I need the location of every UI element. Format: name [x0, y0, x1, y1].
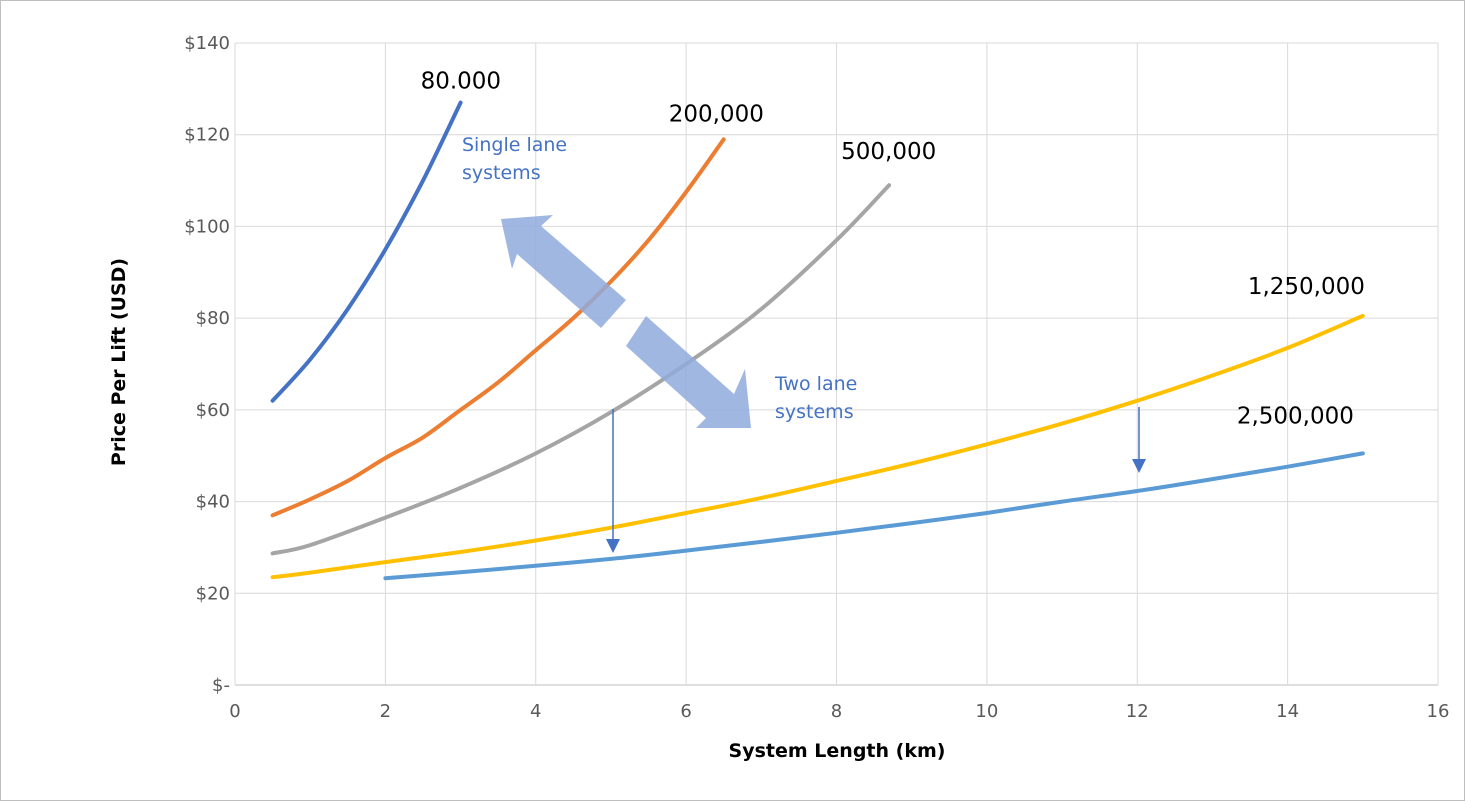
- x-tick-label: 16: [1427, 701, 1450, 722]
- y-axis-ticks: $- $20 $40 $60 $80 $100 $120 $140: [184, 33, 230, 696]
- series-label-3: 500,000: [841, 139, 936, 165]
- y-tick-label: $20: [196, 583, 230, 604]
- y-tick-label: $100: [184, 216, 230, 237]
- annotation-single-lane-line-2: systems: [462, 162, 541, 184]
- annotation-arrows: [501, 215, 1146, 553]
- double-arrow-upper-icon: [501, 215, 626, 328]
- annotations: Single lane systems Two lane systems: [462, 134, 863, 423]
- annotation-two-lane-line-2: systems: [775, 401, 854, 423]
- x-tick-label: 0: [229, 701, 240, 722]
- series-line-3: [270, 183, 892, 556]
- x-axis-title: System Length (km): [729, 740, 946, 762]
- series-line-2: [270, 137, 726, 518]
- x-tick-label: 10: [975, 701, 998, 722]
- y-tick-label: $120: [184, 125, 230, 146]
- x-tick-label: 2: [380, 701, 391, 722]
- y-axis-title: Price Per Lift (USD): [108, 258, 130, 466]
- y-tick-label: $-: [212, 675, 230, 696]
- series-line-1: [270, 100, 463, 403]
- x-tick-label: 12: [1126, 701, 1149, 722]
- annotation-single-lane-line-1: Single lane: [462, 134, 567, 156]
- series-labels: 80.000 200,000 500,000 1,250,000 2,500,000: [421, 69, 1365, 430]
- series-line-4: [270, 313, 1365, 580]
- y-tick-label: $40: [196, 492, 230, 513]
- series-line-5: [383, 451, 1365, 581]
- series-label-5: 2,500,000: [1237, 403, 1354, 429]
- series-label-2: 200,000: [669, 101, 764, 127]
- double-arrow-lower-icon: [626, 316, 751, 428]
- down-arrow-left-icon: [606, 409, 620, 553]
- annotation-two-lane: Two lane systems: [774, 373, 863, 423]
- down-arrow-right-icon: [1132, 407, 1146, 473]
- annotation-single-lane: Single lane systems: [462, 134, 573, 184]
- y-tick-label: $60: [196, 400, 230, 421]
- series-label-4: 1,250,000: [1248, 274, 1365, 300]
- series-lines: [270, 100, 1365, 581]
- series-label-1: 80.000: [421, 69, 501, 95]
- y-tick-label: $140: [184, 33, 230, 54]
- grid: [234, 42, 1439, 686]
- x-tick-label: 14: [1276, 701, 1299, 722]
- annotation-two-lane-line-1: Two lane: [774, 373, 857, 395]
- x-tick-label: 6: [680, 701, 691, 722]
- y-tick-label: $80: [196, 308, 230, 329]
- x-axis-ticks: 0 2 4 6 8 10 12 14 16: [229, 701, 1449, 722]
- x-tick-label: 4: [530, 701, 541, 722]
- x-tick-label: 8: [831, 701, 842, 722]
